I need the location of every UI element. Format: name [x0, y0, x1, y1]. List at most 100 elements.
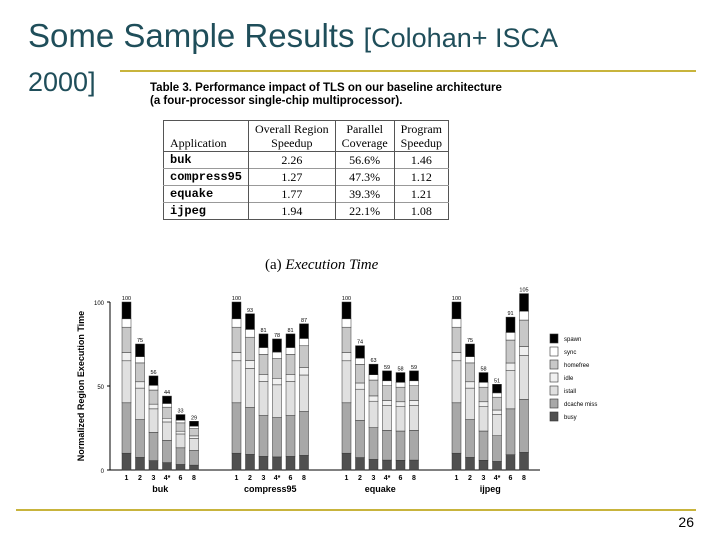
group-label: compress95: [244, 484, 297, 494]
bar-segment: [121, 326, 132, 353]
x-tick-label: 3: [482, 475, 486, 482]
bar-segment: [368, 379, 379, 397]
y-axis-label: Normalized Region Execution Time: [76, 311, 86, 461]
bar-total-label: 100: [232, 296, 241, 302]
bar-segment: [451, 326, 462, 353]
cell-app: compress95: [163, 168, 250, 186]
bar-total-label: 105: [519, 288, 528, 294]
x-tick-label: 6: [399, 475, 403, 482]
legend-label: dcache miss: [564, 402, 597, 408]
bar-segment: [355, 345, 365, 359]
bar-segment: [231, 326, 242, 353]
legend-swatch: [549, 385, 559, 396]
bar-segment: [492, 435, 502, 462]
bar-segment: [519, 310, 529, 321]
y-tick-label: 0: [101, 469, 105, 475]
bar-segment: [451, 318, 462, 328]
bar-segment: [148, 385, 159, 391]
bar-segment: [299, 374, 309, 412]
bar-segment: [148, 408, 159, 433]
cell-region: 1.94: [248, 202, 336, 220]
bar-segment: [121, 360, 132, 404]
footer-rule: [16, 509, 696, 511]
x-tick-label: 4*: [384, 475, 391, 482]
bar-segment: [231, 452, 242, 471]
bar-segment: [285, 354, 296, 375]
x-tick-label: 6: [179, 475, 183, 482]
legend-swatch: [549, 359, 559, 370]
legend-swatch: [549, 333, 559, 344]
bar-segment: [341, 402, 352, 454]
y-tick-label: 100: [94, 301, 105, 307]
group-label: buk: [152, 484, 169, 494]
bar-segment: [189, 438, 199, 451]
x-tick-label: 3: [152, 475, 156, 482]
cell-region: 2.26: [248, 151, 336, 169]
bar-segment: [451, 360, 462, 404]
bar-segment: [492, 414, 502, 436]
bar-total-label: 29: [191, 415, 197, 421]
bar-segment: [121, 352, 132, 362]
bar-segment: [492, 384, 502, 394]
bar-total-label: 63: [370, 358, 376, 364]
bar-segment: [478, 401, 489, 407]
bar-total-label: 87: [301, 318, 307, 324]
table-row: buk 2.26 56.6% 1.46: [163, 151, 449, 169]
bar-segment: [409, 459, 419, 471]
bar-total-label: 81: [260, 328, 266, 334]
page-number: 26: [678, 514, 694, 530]
title-rule: [120, 70, 696, 72]
x-tick-label: 4*: [274, 475, 281, 482]
bar-segment: [355, 457, 365, 471]
x-tick-label: 4*: [164, 475, 171, 482]
legend-label: homefree: [564, 363, 590, 369]
bar-segment: [409, 380, 419, 386]
cell-coverage: 56.6%: [335, 151, 395, 169]
bar-segment: [121, 301, 132, 320]
table-caption: Table 3. Performance impact of TLS on ou…: [150, 82, 502, 108]
bar-segment: [135, 362, 145, 383]
x-tick-label: 3: [262, 475, 266, 482]
bar-segment: [189, 435, 199, 439]
bar-segment: [478, 372, 489, 383]
table-caption-line2: (a four-processor single-chip multiproce…: [150, 95, 403, 107]
bar-segment: [121, 452, 132, 471]
bar-segment: [121, 402, 132, 454]
title-citation-line2: 2000]: [28, 67, 96, 97]
bar-segment: [285, 374, 296, 382]
bar-segment: [258, 333, 269, 348]
bar-segment: [409, 400, 419, 406]
legend-label: istall: [564, 389, 576, 395]
bar-segment: [519, 293, 529, 312]
bar-segment: [409, 370, 419, 382]
bar-segment: [148, 389, 159, 405]
x-tick-label: 8: [192, 475, 196, 482]
bar-segment: [505, 332, 516, 341]
bar-segment: [245, 313, 255, 330]
cell-coverage: 47.3%: [335, 168, 395, 186]
bar-segment: [465, 457, 475, 471]
bar-segment: [395, 401, 406, 407]
bar-segment: [258, 347, 269, 355]
bar-segment: [492, 409, 502, 415]
bar-total-label: 78: [274, 333, 280, 339]
bar-segment: [272, 417, 282, 458]
bar-total-label: 44: [164, 390, 170, 396]
bar-total-label: 59: [384, 365, 390, 371]
bar-segment: [505, 339, 516, 364]
chart-caption-label: (a): [265, 257, 282, 273]
bar-segment: [231, 402, 242, 454]
legend-label: sync: [564, 350, 576, 356]
cell-coverage: 22.1%: [335, 202, 395, 220]
title-main: Some Sample Results: [28, 17, 355, 54]
bar-segment: [175, 464, 186, 471]
bar-segment: [258, 456, 269, 471]
bar-segment: [272, 338, 282, 353]
bar-segment: [451, 301, 462, 320]
bar-segment: [189, 428, 199, 437]
bar-segment: [272, 456, 282, 471]
bar-segment: [245, 407, 255, 455]
bar-segment: [355, 382, 365, 390]
x-tick-label: 2: [248, 475, 252, 482]
bar-segment: [285, 415, 296, 457]
